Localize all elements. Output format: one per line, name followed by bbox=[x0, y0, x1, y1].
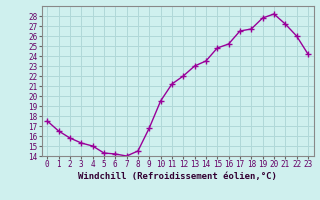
X-axis label: Windchill (Refroidissement éolien,°C): Windchill (Refroidissement éolien,°C) bbox=[78, 172, 277, 181]
